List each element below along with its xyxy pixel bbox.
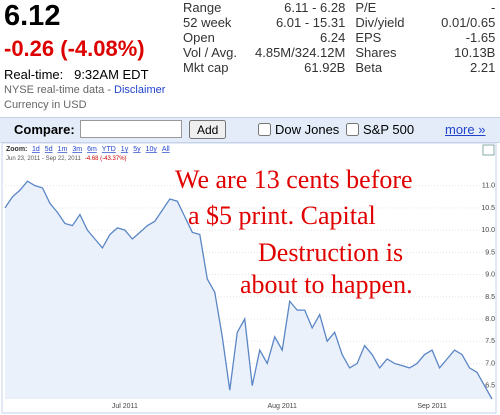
realtime-value: 9:32AM EDT — [74, 67, 149, 82]
compare-input[interactable] — [80, 120, 182, 138]
zoom-link[interactable]: 1m — [58, 146, 68, 153]
y-tick-label: 6.5 — [485, 383, 495, 390]
realtime-label: Real-time: — [4, 67, 64, 82]
zoom-link[interactable]: 5y — [133, 146, 141, 153]
stats-table: Range 6.11 - 6.28 P/E - 52 week 6.01 - 15.31 D… — [183, 0, 495, 75]
stat-label: EPS — [355, 30, 382, 45]
price: 6.12 — [4, 0, 61, 32]
stat-label: Range — [183, 0, 222, 15]
line — [4, 180, 493, 400]
stat-value: - — [491, 0, 496, 15]
annotation: about to happen. — [240, 270, 413, 299]
checkbox[interactable] — [258, 123, 271, 136]
stat-value: 2.21 — [470, 60, 496, 75]
stats-row: 52 week 6.01 - 15.31 Div/yield 0.01/0.65 — [183, 15, 495, 30]
chart: Zoom: 1d 5d 1m 3m 6m YTD 1y 5y 10y All Jun 23, 2011… — [1, 142, 497, 414]
y-tick-label: 11.0 — [482, 183, 495, 190]
stat-label: 52 week — [183, 15, 232, 30]
zoom-link[interactable]: 1y — [121, 146, 129, 153]
zoom-link[interactable]: 10y — [146, 146, 158, 153]
currency: Currency in USD — [4, 99, 87, 111]
x-tick-label: Aug 2011 — [267, 403, 297, 410]
stats-row: Range 6.11 - 6.28 P/E - — [183, 0, 495, 15]
stats-row: Mkt cap 61.92B Beta 2.21 — [183, 60, 495, 75]
y-tick-label: 7.0 — [485, 360, 495, 367]
y-tick-label: 7.5 — [485, 338, 495, 345]
stat-value: 6.01 - 15.31 — [275, 15, 346, 30]
compare-label: Compare: — [14, 122, 75, 137]
y-tick-label: 9.0 — [485, 272, 495, 279]
expand-icon[interactable] — [482, 144, 495, 156]
source: NYSE real-time data - Disclaimer — [4, 84, 165, 96]
stat-value: 6.11 - 6.28 — [284, 0, 346, 15]
date-range: Jun 23, 2011 - Sep 22, 2011 — [6, 156, 81, 162]
x-tick-label: Sep 2011 — [417, 403, 447, 410]
source-text: NYSE real-time data - — [4, 84, 115, 96]
stat-value: 0.01/0.65 — [441, 15, 496, 30]
more-link[interactable]: more » — [445, 122, 486, 137]
add-button[interactable]: Add — [189, 120, 227, 139]
zoom-link[interactable]: 1d — [32, 146, 40, 153]
zoom-link[interactable]: 3m — [72, 146, 82, 153]
stat-value: 61.92B — [304, 60, 346, 75]
stat-label: P/E — [355, 0, 377, 15]
range-change: -4.68 (-43.37%) — [85, 156, 127, 162]
zoom-link[interactable]: YTD — [102, 146, 116, 153]
zoom-link[interactable]: 5d — [45, 146, 53, 153]
checkbox[interactable] — [346, 123, 359, 136]
stats-row: Open 6.24 EPS -1.65 — [183, 30, 495, 45]
stat-value: 4.85M/324.12M — [255, 45, 346, 60]
disclaimer-link[interactable]: Disclaimer — [114, 84, 166, 96]
stat-value: 6.24 — [320, 30, 346, 45]
y-tick-label: 10.5 — [481, 205, 495, 212]
price-change: -0.26 (-4.08%) — [4, 36, 145, 61]
stats-row: Vol / Avg. 4.85M/324.12M Shares 10.13B — [183, 45, 495, 60]
annotation: We are 13 cents before — [175, 165, 413, 194]
zoom-link[interactable]: All — [162, 146, 170, 153]
annotation: a $5 print. Capital — [188, 201, 376, 230]
y-tick-label: 8.5 — [485, 294, 495, 301]
y-tick-label: 9.5 — [485, 249, 495, 256]
option-label: S&P 500 — [363, 122, 415, 137]
zoom-link[interactable]: 6m — [87, 146, 97, 153]
stat-label: Div/yield — [355, 15, 405, 30]
option-label: Dow Jones — [275, 122, 340, 137]
stat-label: Mkt cap — [183, 60, 229, 75]
stat-label: Open — [183, 30, 215, 45]
stat-label: Beta — [355, 60, 383, 75]
area — [5, 181, 492, 399]
realtime: Real-time: 9:32AM EDT — [4, 67, 149, 82]
y-tick-label: 10.0 — [481, 227, 495, 234]
x-tick-label: Jul 2011 — [112, 403, 138, 410]
stat-label: Vol / Avg. — [183, 45, 237, 60]
zoom-label: Zoom: — [6, 146, 27, 153]
y-tick-label: 8.0 — [485, 316, 495, 323]
option[interactable]: S&P 500 — [346, 122, 414, 137]
annotation: Destruction is — [258, 238, 403, 267]
stat-label: Shares — [355, 45, 397, 60]
stat-value: -1.65 — [465, 30, 496, 45]
option[interactable]: Dow Jones — [258, 122, 339, 137]
stat-value: 10.13B — [454, 45, 496, 60]
compare-bar: Compare: Add Dow Jones S&P 500 more » — [0, 117, 500, 143]
